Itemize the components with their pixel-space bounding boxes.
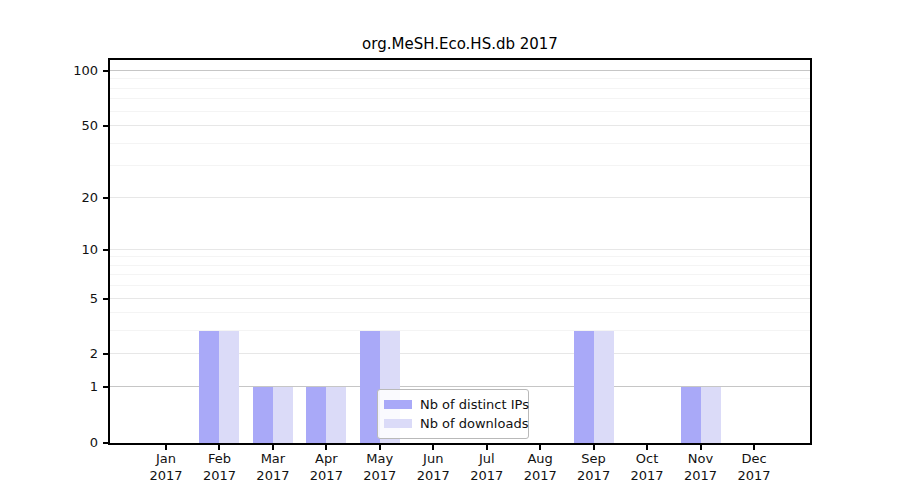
y-tick-mark — [103, 197, 108, 199]
y-tick-mark — [103, 70, 108, 72]
y-tick-mark — [103, 442, 108, 444]
chart-title: org.MeSH.Eco.HS.db 2017 — [110, 35, 810, 53]
y-tick-label: 10 — [48, 241, 98, 259]
gridline-minor — [110, 165, 810, 166]
bar-distinct-ips — [574, 331, 594, 443]
x-tick-year: 2017 — [722, 468, 786, 485]
gridline-minor — [110, 78, 810, 79]
legend-swatch-downloads — [384, 419, 412, 428]
y-tick-mark — [103, 298, 108, 300]
bar-distinct-ips — [306, 387, 326, 443]
bar-distinct-ips — [253, 387, 273, 443]
gridline-major — [110, 298, 810, 299]
y-tick-mark — [103, 386, 108, 388]
gridline-minor — [110, 312, 810, 313]
gridline-major — [110, 197, 810, 198]
bar-downloads — [273, 387, 293, 443]
bar-distinct-ips — [681, 387, 701, 443]
x-tick-month: Dec — [722, 451, 786, 468]
legend-entry-distinct-ips: Nb of distinct IPs — [384, 395, 520, 414]
y-tick-mark — [103, 249, 108, 251]
x-tick-mark — [432, 445, 434, 450]
gridline-major — [110, 125, 810, 126]
legend-label-distinct-ips: Nb of distinct IPs — [420, 397, 529, 412]
bar-downloads — [326, 387, 346, 443]
x-tick-mark — [165, 445, 167, 450]
legend-swatch-distinct-ips — [384, 400, 412, 409]
x-tick-mark — [593, 445, 595, 450]
y-tick-label: 1 — [48, 378, 98, 396]
plot-area: 0125102050100Jan2017Feb2017Mar2017Apr201… — [108, 58, 812, 445]
gridline-major — [110, 70, 810, 71]
bar-downloads — [701, 387, 721, 443]
x-tick-mark — [539, 445, 541, 450]
bar-downloads — [594, 331, 614, 443]
y-tick-label: 0 — [48, 434, 98, 452]
gridline-minor — [110, 98, 810, 99]
y-tick-mark — [103, 353, 108, 355]
y-tick-label: 50 — [48, 117, 98, 135]
gridline-minor — [110, 265, 810, 266]
x-tick-mark — [646, 445, 648, 450]
gridline-minor — [110, 274, 810, 275]
y-tick-label: 5 — [48, 290, 98, 308]
gridline-minor — [110, 143, 810, 144]
gridline-minor — [110, 285, 810, 286]
y-tick-label: 20 — [48, 189, 98, 207]
x-tick-label: Dec2017 — [722, 451, 786, 484]
legend-entry-downloads: Nb of downloads — [384, 414, 520, 433]
gridline-minor — [110, 88, 810, 89]
gridline-minor — [110, 256, 810, 257]
legend-label-downloads: Nb of downloads — [420, 416, 528, 431]
x-tick-mark — [753, 445, 755, 450]
y-tick-mark — [103, 125, 108, 127]
x-tick-mark — [379, 445, 381, 450]
bar-distinct-ips — [199, 331, 219, 443]
y-tick-label: 2 — [48, 345, 98, 363]
legend: Nb of distinct IPs Nb of downloads — [377, 389, 529, 439]
x-tick-mark — [272, 445, 274, 450]
x-tick-mark — [218, 445, 220, 450]
x-tick-mark — [486, 445, 488, 450]
gridline-minor — [110, 111, 810, 112]
x-tick-mark — [325, 445, 327, 450]
figure: org.MeSH.Eco.HS.db 2017 0125102050100Jan… — [0, 0, 900, 500]
y-tick-label: 100 — [48, 62, 98, 80]
x-tick-mark — [700, 445, 702, 450]
bar-downloads — [219, 331, 239, 443]
gridline-major — [110, 249, 810, 250]
